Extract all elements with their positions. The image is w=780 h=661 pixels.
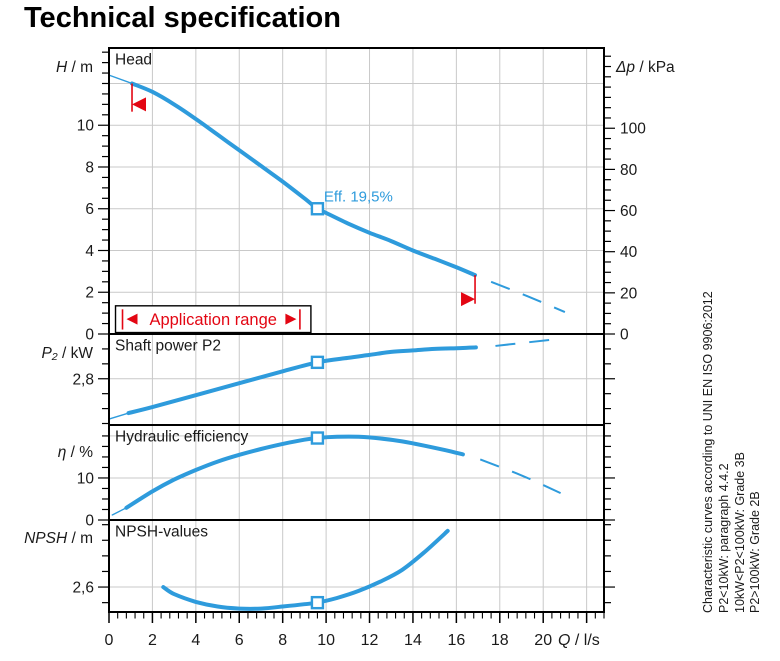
x-tick-label: 20 bbox=[534, 632, 552, 649]
p2-curve-thin bbox=[108, 412, 130, 420]
p2-axis-label: P₂ / kW bbox=[41, 345, 93, 362]
sidebar-note-line: P2>100kW: Grade 2B bbox=[748, 491, 762, 613]
eff-axis-label: η / % bbox=[58, 444, 94, 461]
npsh-ytick-label: 2,6 bbox=[72, 580, 94, 597]
dp-tick-label: 100 bbox=[620, 121, 646, 138]
head-panel-title: Head bbox=[115, 52, 152, 69]
p2-curve-dashed bbox=[495, 337, 563, 347]
sidebar-note-line: Characteristic curves according to UNI E… bbox=[701, 291, 715, 613]
limit-right-arrow-icon bbox=[461, 292, 476, 307]
npsh-panel-title: NPSH-values bbox=[115, 524, 208, 541]
x-tick-label: 2 bbox=[148, 632, 157, 649]
dp-tick-label: 0 bbox=[620, 327, 629, 344]
limit-left-arrow-icon bbox=[132, 97, 147, 112]
p2-duty-point-marker bbox=[310, 355, 325, 370]
head-curve-solid bbox=[130, 81, 477, 278]
efficiency-value-label: Eff. 19,5% bbox=[324, 188, 393, 205]
application-range-label: Application range bbox=[149, 311, 277, 329]
dp-axis-label: Δp / kPa bbox=[615, 59, 675, 76]
p2-panel-title: Shaft power P2 bbox=[115, 338, 221, 355]
head-ytick-label: 10 bbox=[77, 118, 95, 135]
head-curve-dashed bbox=[490, 280, 566, 314]
eff-curve-thin bbox=[111, 507, 128, 516]
head-curve-thin bbox=[108, 74, 133, 85]
npsh-axis-label: NPSH / m bbox=[24, 530, 93, 547]
eff-ytick-label: 10 bbox=[77, 470, 95, 487]
x-tick-label: 16 bbox=[447, 632, 465, 649]
x-tick-label: 10 bbox=[317, 632, 335, 649]
p2-ytick-label: 2,8 bbox=[72, 371, 94, 388]
head-ytick-label: 0 bbox=[85, 327, 94, 344]
npsh-duty-point-marker bbox=[310, 595, 325, 610]
x-tick-label: 4 bbox=[191, 632, 200, 649]
eff-curve-dashed bbox=[479, 458, 562, 495]
dp-tick-label: 80 bbox=[620, 162, 638, 179]
x-tick-label: 14 bbox=[404, 632, 422, 649]
application-range-box bbox=[114, 305, 312, 334]
dp-tick-label: 20 bbox=[620, 285, 638, 302]
x-tick-label: 12 bbox=[361, 632, 379, 649]
application-range-right-arrow-icon bbox=[285, 313, 297, 325]
head-duty-point-marker bbox=[310, 202, 325, 216]
x-tick-label: 6 bbox=[235, 632, 244, 649]
x-axis-label: Q / l/s bbox=[558, 632, 600, 649]
plot-border bbox=[108, 47, 605, 613]
application-range-left-arrow-icon bbox=[126, 313, 138, 325]
sidebar-note-line: 10kW<P2<100kW: Grade 3B bbox=[733, 452, 747, 613]
dp-tick-label: 60 bbox=[620, 203, 638, 220]
eff-panel-title: Hydraulic efficiency bbox=[115, 429, 248, 446]
sidebar-note-line: P2<10kW: paragraph 4.4.2 bbox=[717, 463, 731, 613]
head-ytick-label: 2 bbox=[85, 285, 94, 302]
eff-curve-solid bbox=[124, 434, 465, 510]
head-ytick-label: 4 bbox=[85, 243, 94, 260]
x-tick-label: 8 bbox=[278, 632, 287, 649]
head-ytick-label: 8 bbox=[85, 159, 94, 176]
page-title: Technical specification bbox=[24, 2, 341, 34]
eff-duty-point-marker bbox=[310, 431, 325, 445]
dp-tick-label: 40 bbox=[620, 244, 638, 261]
head-axis-label: H / m bbox=[56, 59, 93, 76]
p2-curve-solid bbox=[126, 345, 478, 416]
npsh-curve-solid bbox=[161, 528, 450, 611]
eff-ytick-label: 0 bbox=[85, 513, 94, 530]
head-ytick-label: 6 bbox=[85, 201, 94, 218]
x-tick-label: 0 bbox=[105, 632, 114, 649]
x-tick-label: 18 bbox=[491, 632, 509, 649]
